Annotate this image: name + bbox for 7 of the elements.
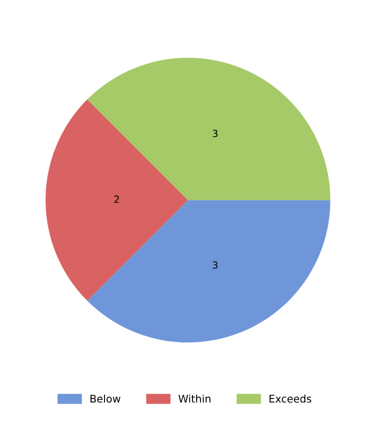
data-label: 3 xyxy=(212,130,218,138)
legend-label: Within xyxy=(178,394,210,402)
data-label: 3 xyxy=(212,261,218,269)
legend-label: Below xyxy=(90,394,120,403)
legend-label: Exceeds xyxy=(270,394,312,403)
pie-slice xyxy=(46,99,188,301)
data-label: 2 xyxy=(114,196,119,203)
